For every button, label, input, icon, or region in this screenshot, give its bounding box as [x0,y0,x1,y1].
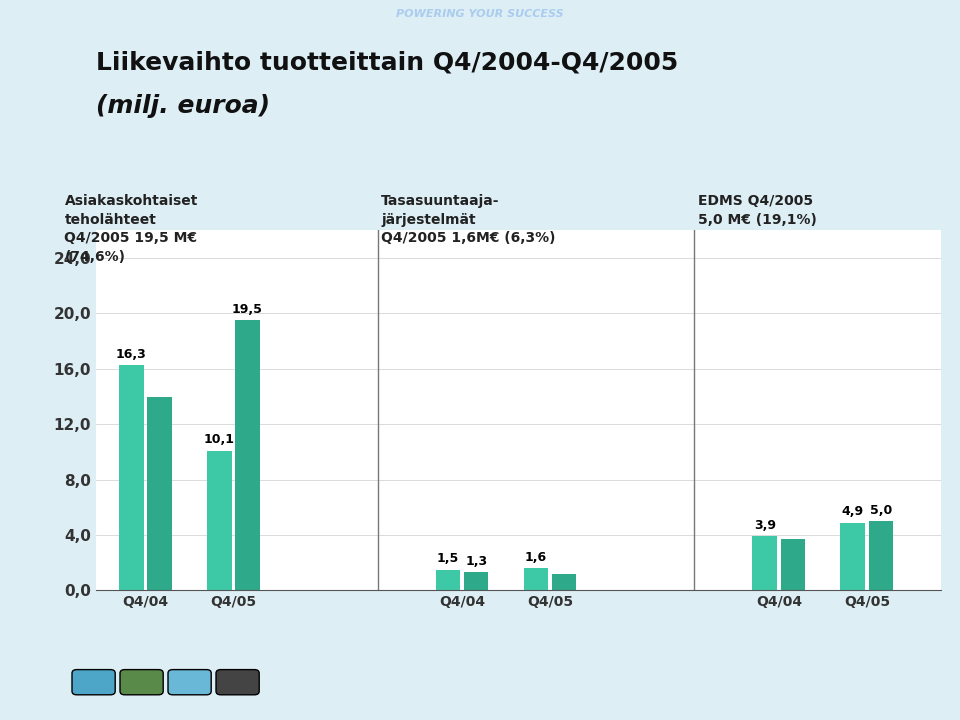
Text: 3,9: 3,9 [754,519,776,532]
Bar [840,523,865,590]
Text: EDMS Q4/2005
5,0 M€ (19,1%): EDMS Q4/2005 5,0 M€ (19,1%) [698,194,817,227]
Bar [869,521,894,590]
Text: 5,0: 5,0 [870,504,892,517]
Text: Liikevaihto tuotteittain Q4/2004-Q4/2005: Liikevaihto tuotteittain Q4/2004-Q4/2005 [96,50,679,74]
Bar [753,536,777,590]
Text: (milj. euroa): (milj. euroa) [96,94,270,117]
Text: POWERING YOUR SUCCESS: POWERING YOUR SUCCESS [396,9,564,19]
Bar [147,397,172,590]
Bar [119,365,143,590]
Text: Tasasuuntaaja-
järjestelmät
Q4/2005 1,6M€ (6,3%): Tasasuuntaaja- järjestelmät Q4/2005 1,6M… [381,194,556,246]
Bar [436,570,460,590]
Text: 1,5: 1,5 [437,552,459,565]
Bar [207,451,231,590]
Text: 19,5: 19,5 [232,303,263,316]
Bar [464,572,489,590]
Text: 1,6: 1,6 [525,551,547,564]
Text: Asiakaskohtaiset
teholähteet
Q4/2005 19,5 M€
(74,6%): Asiakaskohtaiset teholähteet Q4/2005 19,… [64,194,198,264]
Bar [552,574,576,590]
Bar [780,539,805,590]
Bar [235,320,259,590]
Text: 10,1: 10,1 [204,433,234,446]
Text: 4,9: 4,9 [842,505,864,518]
Text: 1,3: 1,3 [465,555,488,568]
Bar [524,568,548,590]
Text: 16,3: 16,3 [116,348,147,361]
